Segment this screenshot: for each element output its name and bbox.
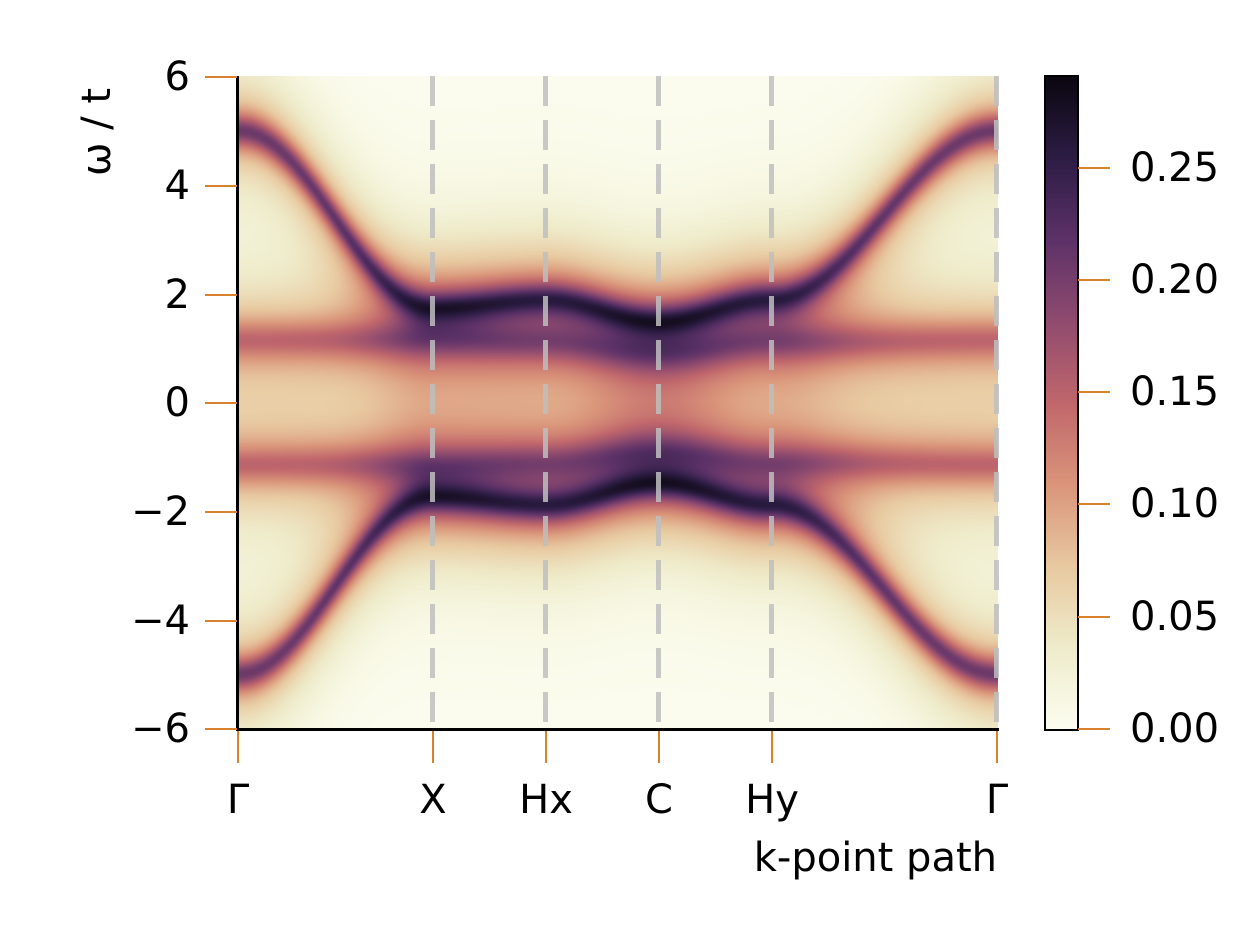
x-tick — [996, 731, 998, 763]
y-tick — [205, 620, 237, 622]
colorbar-tick — [1078, 728, 1110, 730]
y-tick — [205, 185, 237, 187]
x-tick-label-hx: Hx — [519, 777, 573, 823]
y-tick — [205, 76, 237, 78]
colorbar-tick-label: 0.20 — [1130, 257, 1220, 303]
x-axis-spine — [236, 728, 999, 731]
dashed-line-x — [430, 76, 435, 729]
colorbar-tick — [1078, 279, 1110, 281]
x-tick — [658, 731, 660, 763]
y-tick-label: 6 — [164, 54, 190, 100]
colorbar — [1045, 76, 1077, 729]
y-tick-label: −2 — [131, 489, 190, 535]
colorbar-tick-label: 0.10 — [1130, 481, 1220, 527]
colorbar-tick — [1078, 503, 1110, 505]
dashed-line-gamma-end — [994, 76, 999, 729]
x-tick-label-hy: Hy — [745, 777, 799, 823]
x-tick — [545, 731, 547, 763]
x-tick — [432, 731, 434, 763]
y-tick — [205, 511, 237, 513]
y-tick-label: −6 — [131, 706, 190, 752]
dashed-line-hx — [543, 76, 548, 729]
colorbar-tick-label: 0.15 — [1130, 369, 1220, 415]
x-tick-label-c: C — [645, 777, 673, 823]
y-tick — [205, 294, 237, 296]
y-tick-label: −4 — [131, 598, 190, 644]
y-tick-label: 4 — [164, 163, 190, 209]
colorbar-tick-label: 0.00 — [1130, 706, 1220, 752]
colorbar-tick-label: 0.05 — [1130, 594, 1220, 640]
x-tick — [237, 731, 239, 763]
x-tick-label-x: X — [419, 777, 447, 823]
x-tick — [771, 731, 773, 763]
y-tick-label: 2 — [164, 272, 190, 318]
y-tick — [205, 402, 237, 404]
y-tick — [205, 728, 237, 730]
dashed-line-hy — [769, 76, 774, 729]
colorbar-tick — [1078, 391, 1110, 393]
colorbar-tick — [1078, 167, 1110, 169]
x-tick-label-gamma-end: Γ — [985, 777, 1009, 823]
x-axis-title: k-point path — [753, 835, 997, 881]
y-axis-spine — [236, 76, 239, 731]
x-tick-label-gamma: Γ — [226, 777, 250, 823]
y-tick-label: 0 — [164, 380, 190, 426]
spectral-function-heatmap — [238, 76, 998, 729]
colorbar-tick-label: 0.25 — [1130, 145, 1220, 191]
dashed-line-c — [656, 76, 661, 729]
colorbar-frame — [1044, 75, 1079, 731]
colorbar-tick — [1078, 616, 1110, 618]
